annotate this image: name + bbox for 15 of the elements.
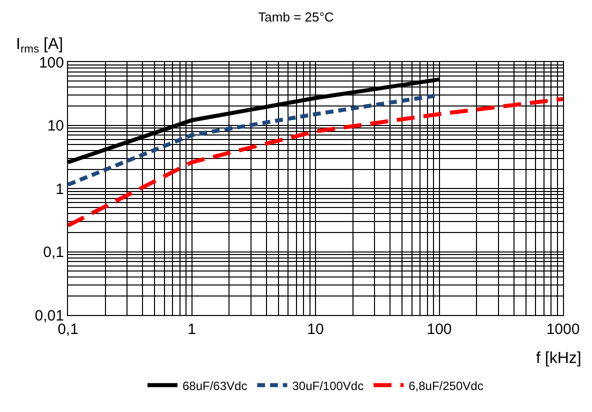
y-tick-label: 10	[47, 118, 64, 134]
y-tick-label: 1	[56, 180, 64, 198]
line-series	[68, 97, 563, 228]
x-tick-label: 1	[188, 321, 196, 338]
x-tick-label: 100	[426, 321, 452, 338]
legend-label: 68uF/63Vdc	[182, 378, 248, 393]
x-tick-label: 10	[307, 321, 324, 338]
legend-label: 30uF/100Vdc	[292, 378, 364, 393]
chart-title: Tamb = 25°C	[258, 9, 334, 24]
legend-label: 6,8uF/250Vdc	[408, 378, 484, 393]
x-axis-title: f [kHz]	[536, 350, 582, 367]
y-tick-label: 0,1	[43, 244, 64, 261]
y-axis-title: I$_{rms}$ [A]	[16, 36, 64, 56]
y-tick-label: 100	[38, 54, 64, 72]
x-tick-label: 1000	[546, 321, 580, 338]
